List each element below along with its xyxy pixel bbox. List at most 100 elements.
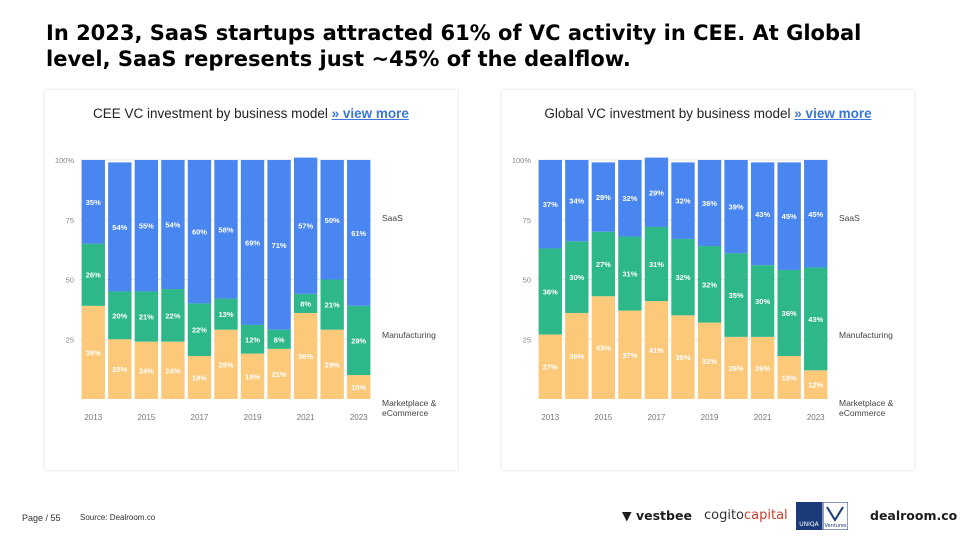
cee-bar-marketplace-2020: [267, 348, 291, 399]
cee-x-tick-label: 2013: [84, 413, 102, 422]
page-title: In 2023, SaaS startups attracted 61% of …: [46, 21, 862, 71]
global-bar-marketplace-2019: [697, 322, 722, 399]
cee-data-label: 10%: [351, 383, 366, 392]
global-bar-saas-2023: [804, 160, 828, 268]
cee-data-label: 55%: [139, 222, 154, 231]
global-stacked-bar-chart: 100% 75 50 25 27% 36% 37% 2013 36% 30% 34% 43% 27% 29…: [512, 156, 894, 422]
global-data-label: 29%: [649, 188, 664, 197]
global-data-label: 34%: [569, 197, 584, 206]
cee-x-tick-label: 2015: [137, 413, 155, 422]
global-chart-title-text: Global VC investment by business model: [544, 106, 791, 121]
cee-data-label: 8%: [300, 299, 311, 308]
global-view-more-link[interactable]: » view more: [794, 106, 872, 121]
global-data-label: 43%: [596, 344, 611, 353]
cee-bar-marketplace-2018: [214, 329, 238, 399]
global-data-label: 27%: [596, 260, 611, 269]
global-x-tick-label: 2019: [701, 413, 719, 422]
cogito-capital-logo: cogitocapital: [704, 508, 788, 523]
global-data-label: 43%: [755, 210, 770, 219]
global-data-label: 26%: [755, 364, 770, 373]
global-data-label: 36%: [702, 199, 717, 208]
cee-bar-manufacturing-2023: [347, 305, 371, 376]
global-bar-marketplace-2023: [804, 370, 828, 399]
global-x-tick-label: 2017: [648, 413, 666, 422]
dealroom-logo: dealroom.co: [870, 508, 958, 523]
global-bar-saas-2013: [538, 160, 562, 249]
cee-bar-marketplace-2015: [134, 341, 159, 399]
cee-bar-saas-2020: [267, 160, 291, 330]
global-x-tick-label: 2023: [807, 413, 825, 422]
cee-bar-marketplace-2022: [320, 329, 344, 399]
cee-data-label: 29%: [325, 360, 340, 369]
cee-y-tick-label: 25: [66, 335, 74, 344]
global-data-label: 43%: [808, 315, 823, 324]
cee-data-label: 24%: [165, 366, 180, 375]
cee-bar-marketplace-2013: [81, 305, 105, 399]
global-data-label: 12%: [808, 381, 823, 390]
global-data-label: 35%: [675, 353, 690, 362]
cee-bar-manufacturing-2018: [214, 298, 238, 330]
global-y-tick-label: 25: [523, 335, 531, 344]
cee-bar-manufacturing-2021: [293, 293, 318, 313]
cogito-logo-text: cogito: [704, 508, 745, 523]
cee-view-more-link[interactable]: » view more: [331, 106, 409, 121]
cee-data-label: 21%: [325, 301, 340, 310]
global-data-label: 32%: [622, 194, 637, 203]
cee-data-label: 24%: [139, 366, 154, 375]
global-data-label: 32%: [675, 273, 690, 282]
global-bar-manufacturing-2019: [697, 246, 722, 323]
cee-data-label: 60%: [192, 228, 207, 237]
cee-data-label: 29%: [351, 336, 366, 345]
cee-bar-saas-2015: [134, 160, 159, 292]
global-data-label: 37%: [543, 200, 558, 209]
uniqa-ventures-logo: UNIQA Ventures: [796, 502, 848, 530]
global-data-label: 31%: [649, 260, 664, 269]
cee-data-label: 50%: [325, 216, 340, 225]
global-y-tick-label: 75: [523, 216, 531, 225]
global-bar-manufacturing-2014: [565, 241, 589, 313]
global-legend-label: eCommerce: [839, 408, 886, 418]
cee-legend-label: Manufacturing: [382, 330, 436, 340]
global-bar-saas-2018: [671, 162, 695, 239]
cee-bar-saas-2023: [347, 160, 371, 306]
uniqa-logo-text: UNIQA: [799, 521, 819, 528]
cee-bar-marketplace-2016: [161, 341, 185, 399]
global-bar-manufacturing-2020: [724, 253, 748, 337]
global-bar-manufacturing-2016: [618, 236, 642, 311]
cee-data-label: 21%: [272, 370, 287, 379]
cee-data-label: 19%: [245, 372, 260, 381]
cee-bar-manufacturing-2019: [240, 324, 265, 354]
global-bar-manufacturing-2023: [804, 267, 828, 371]
cee-x-tick-label: 2017: [191, 413, 209, 422]
global-bar-saas-2022: [777, 162, 801, 270]
global-bar-marketplace-2015: [591, 296, 616, 399]
global-bar-marketplace-2017: [644, 301, 669, 399]
cee-bar-marketplace-2014: [108, 339, 132, 399]
cee-bar-marketplace-2019: [240, 353, 265, 399]
global-chart-panel: Global VC investment by business model »…: [502, 90, 914, 470]
global-bar-saas-2019: [697, 160, 722, 247]
global-y-tick-label: 100%: [512, 156, 532, 165]
vestbee-logo: ▼ vestbee: [622, 508, 692, 523]
cee-data-label: 26%: [86, 271, 101, 280]
cee-bar-manufacturing-2013: [81, 243, 105, 306]
cee-data-label: 12%: [245, 335, 260, 344]
global-x-tick-label: 2015: [594, 413, 612, 422]
cee-data-label: 54%: [112, 223, 127, 232]
global-chart-title: Global VC investment by business model »…: [502, 106, 914, 121]
global-data-label: 29%: [596, 193, 611, 202]
cee-x-tick-label: 2021: [297, 413, 315, 422]
global-bar-marketplace-2013: [538, 334, 562, 399]
cee-data-label: 21%: [139, 313, 154, 322]
global-bar-marketplace-2018: [671, 315, 695, 399]
global-bar-manufacturing-2015: [591, 231, 616, 297]
global-bar-marketplace-2014: [565, 312, 589, 399]
global-bar-saas-2014: [565, 160, 589, 242]
cee-data-label: 13%: [218, 310, 233, 319]
cee-data-label: 20%: [112, 311, 127, 320]
cee-bar-saas-2021: [293, 157, 318, 294]
page-number: Page / 55: [22, 513, 61, 523]
cee-data-label: 25%: [112, 365, 127, 374]
global-data-label: 35%: [729, 291, 744, 300]
cee-legend-label: Marketplace &: [382, 398, 437, 408]
